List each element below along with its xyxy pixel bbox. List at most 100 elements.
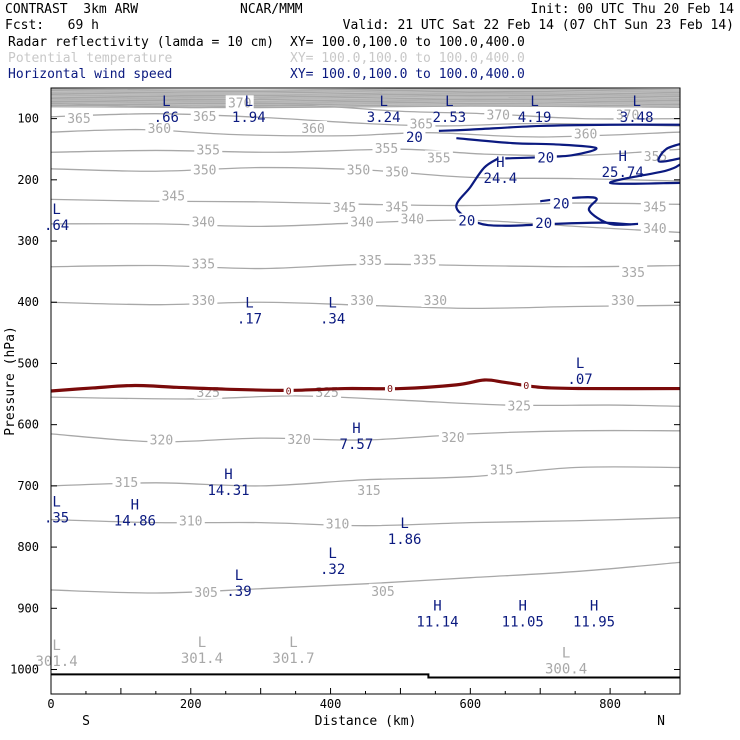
theta-label-355: 355 bbox=[197, 143, 220, 158]
theta-label-365: 365 bbox=[67, 112, 90, 127]
field-xy-wind: XY= 100.0,100.0 to 100.0,400.0 bbox=[290, 67, 525, 82]
reflectivity-label-0: 0 bbox=[387, 384, 393, 395]
theta-label-345: 345 bbox=[162, 189, 185, 204]
center-label: NCAR/MMM bbox=[240, 2, 303, 17]
reflectivity-contours: 0 0 0 bbox=[50, 378, 681, 397]
theta-label-bg bbox=[640, 220, 669, 235]
reflectivity-label-0: 0 bbox=[286, 386, 292, 397]
theta-label-bg bbox=[421, 293, 450, 308]
theta-label-bg bbox=[438, 430, 467, 445]
x-tick-label: 200 bbox=[180, 697, 202, 711]
theta-label-bg bbox=[176, 513, 205, 528]
extremum-L-value: .17 bbox=[237, 311, 262, 327]
theta-label-bg bbox=[608, 293, 637, 308]
extremum-H-symbol: H bbox=[519, 598, 527, 614]
extremum-H-symbol: H bbox=[131, 497, 139, 513]
extremum-L-symbol: L bbox=[576, 356, 584, 372]
theta-band-line bbox=[51, 94, 680, 98]
theta-label-335: 335 bbox=[192, 257, 215, 272]
extremum-H-symbol: H bbox=[352, 421, 360, 437]
theta-label-365: 365 bbox=[193, 110, 216, 125]
theta-label-320: 320 bbox=[441, 431, 464, 446]
theta-band-line bbox=[51, 96, 680, 99]
extremum-L-symbol: L bbox=[245, 295, 253, 311]
extremum-H-value: 7.57 bbox=[340, 437, 374, 453]
theta-label-bg bbox=[619, 264, 648, 279]
field-xy-reflectivity: XY= 100.0,100.0 to 100.0,400.0 bbox=[290, 35, 525, 50]
theta-contour-315 bbox=[51, 466, 680, 487]
theta-label-bg bbox=[159, 188, 188, 203]
extremum-L-value: .34 bbox=[320, 311, 345, 327]
theta-label-bg bbox=[285, 431, 314, 446]
wind-label-20: 20 bbox=[537, 150, 554, 166]
wind-label-bg bbox=[455, 213, 478, 228]
extremum-L-value: 301.4 bbox=[36, 654, 78, 670]
theta-band-line bbox=[51, 89, 680, 93]
extremum-L-value: 300.4 bbox=[545, 662, 587, 678]
theta-label-bg bbox=[382, 164, 411, 179]
y-tick-label: 200 bbox=[17, 173, 39, 187]
y-tick-label: 900 bbox=[17, 601, 39, 615]
theta-label-320: 320 bbox=[150, 434, 173, 449]
theta-label-bg bbox=[323, 516, 352, 531]
theta-label-bg bbox=[487, 462, 516, 477]
extremum-L-value: 1.86 bbox=[388, 532, 422, 548]
x-tick-label: 600 bbox=[459, 697, 481, 711]
theta-label-360: 360 bbox=[301, 122, 324, 137]
theta-label-bg bbox=[382, 199, 411, 214]
theta-label-320: 320 bbox=[287, 433, 310, 448]
theta-label-bg bbox=[348, 293, 377, 308]
theta-label-305: 305 bbox=[371, 585, 394, 600]
extremum-L-symbol: L bbox=[52, 638, 60, 654]
theta-band-line bbox=[51, 100, 680, 103]
x-tick-label: 800 bbox=[599, 697, 621, 711]
extremum-L-symbol: L bbox=[235, 568, 243, 584]
theta-label-370: 370 bbox=[228, 96, 251, 111]
x-tick-label: 400 bbox=[320, 697, 342, 711]
x-axis-label: Distance (km) bbox=[315, 714, 417, 729]
field-name-reflectivity: Radar reflectivity (lamda = 10 cm) bbox=[8, 35, 275, 50]
theta-label-bg bbox=[354, 482, 383, 497]
extremum-L-value: 3.24 bbox=[367, 110, 401, 126]
theta-label-345: 345 bbox=[643, 200, 666, 215]
theta-label-360: 360 bbox=[148, 122, 171, 137]
theta-label-bg bbox=[189, 293, 218, 308]
extremum-L-value: 4.19 bbox=[518, 110, 552, 126]
extremum-L-symbol: L bbox=[530, 94, 538, 110]
extremum-L-symbol: L bbox=[328, 546, 336, 562]
theta-contour-345 bbox=[51, 198, 680, 207]
theta-band-line bbox=[51, 97, 680, 101]
theta-band-line bbox=[51, 102, 680, 106]
theta-label-370: 370 bbox=[487, 109, 510, 124]
theta-label-bg bbox=[112, 474, 141, 489]
theta-label-bg bbox=[192, 585, 221, 599]
extremum-L-value: .35 bbox=[44, 510, 69, 526]
theta-label-350: 350 bbox=[385, 165, 408, 180]
theta-band-line bbox=[51, 105, 680, 109]
extremum-L-value: .32 bbox=[320, 562, 345, 578]
theta-label-bg bbox=[190, 108, 219, 123]
forecast-hour: Fcst: 69 h bbox=[5, 18, 99, 33]
extremum-L-value: .39 bbox=[226, 584, 251, 600]
y-tick-label: 600 bbox=[17, 418, 39, 432]
reflectivity-label-bg bbox=[283, 384, 294, 396]
extremum-H-symbol: H bbox=[496, 155, 504, 171]
extremum-L-value: .07 bbox=[567, 372, 592, 388]
theta-contour-370 bbox=[51, 102, 680, 120]
field-xy-theta: XY= 100.0,100.0 to 100.0,400.0 bbox=[290, 51, 525, 66]
theta-label-bg bbox=[194, 142, 223, 157]
reflectivity-label-0: 0 bbox=[523, 381, 529, 392]
south-end-label: S bbox=[82, 714, 90, 729]
extremum-H-symbol: H bbox=[433, 598, 441, 614]
extremum-H-value: 11.95 bbox=[573, 614, 615, 630]
theta-label-330: 330 bbox=[611, 294, 634, 309]
theta-contour-325 bbox=[51, 395, 680, 407]
theta-label-bg bbox=[225, 95, 254, 110]
theta-contour-365 bbox=[51, 113, 680, 127]
extremum-L-symbol: L bbox=[445, 94, 453, 110]
extremum-L-symbol: L bbox=[328, 295, 336, 311]
extremum-H-symbol: H bbox=[590, 598, 598, 614]
